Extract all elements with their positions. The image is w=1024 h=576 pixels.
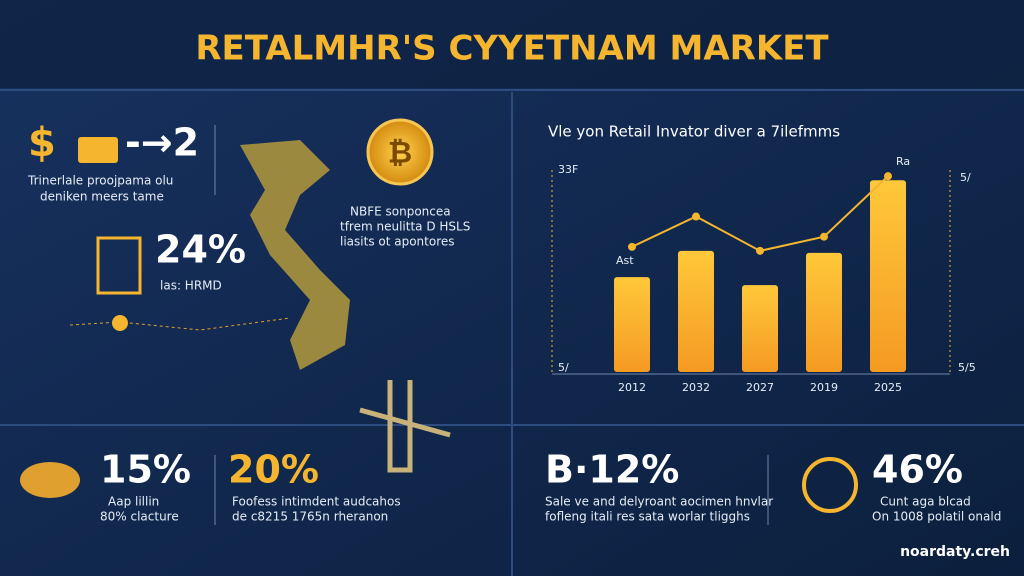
title: RETALMHR'S CYYETNAM MARKET [195,29,829,69]
line-point [692,212,700,221]
stat-value: 15% [100,448,191,492]
x-tick-label: 2012 [618,381,646,394]
stat-value: 46% [872,448,963,492]
stat-caption: liasits ot apontores [340,235,455,249]
stat-caption: tfrem neulitta D HSLS [340,220,470,234]
network-icon [359,380,451,473]
stat-value: 20% [228,448,319,492]
stat-caption: Aap lillin [108,495,159,509]
stat-value: -→2 [125,121,199,165]
line-point [820,232,828,241]
stat-caption: Trinerlale proojpama olu [27,174,173,188]
coin-icon [366,118,434,186]
stat-value: 24% [155,228,246,272]
stat-caption: fofleng itali res sata worlar tligghs [545,510,750,524]
line-point [628,242,636,251]
stat-caption: las: HRMD [160,279,222,293]
axis-text: 5/ [558,361,569,374]
axis-text: 5/ [960,171,971,184]
stat-caption: deniken meers tame [40,190,164,204]
stat-caption: NBFE sonponcea [350,205,451,219]
axis-text: 33F [558,163,578,176]
stat-caption: On 1008 polatil onald [872,510,1001,524]
footer-brand: noardaty.creh [900,544,1010,560]
annotation: Ra [896,155,910,168]
chart-title: Vle yon Retail Invator diver a 7ilefmms [548,123,840,141]
line-point [884,172,892,181]
annotation: Ast [616,254,634,267]
stat-caption: 80% clacture [100,510,179,524]
x-tick-label: 2019 [810,381,838,394]
stat-value: B·12% [545,448,679,492]
gold-icon [20,462,80,498]
x-tick-label: 2027 [746,381,774,394]
map-dot [112,315,128,331]
x-tick-label: 2032 [682,381,710,394]
stat-caption: Cunt aga blcad [880,495,971,509]
header-band [0,0,1024,88]
stat-caption: Foofess intimdent audcahos [232,495,401,509]
coin-symbol: ₿ [388,136,412,171]
chart: Vle yon Retail Invator diver a 7ilefmms … [548,123,976,395]
line-point [756,246,764,255]
x-tick-label: 2025 [874,381,902,394]
bar [742,285,778,372]
stat-caption: Sale ve and delyroant aocimen hnvlar [545,495,773,509]
route [69,317,291,331]
bar [614,277,650,372]
bar [806,252,842,372]
cash-icon [78,137,118,163]
bar [870,180,906,372]
stat-value: $ [28,120,56,166]
axis-text: 5/5 [958,361,976,374]
bar [678,250,714,372]
target-icon [802,457,858,513]
building-icon [96,236,142,295]
map [240,140,350,370]
stat-caption: de c8215 1765n rheranon [232,510,388,524]
